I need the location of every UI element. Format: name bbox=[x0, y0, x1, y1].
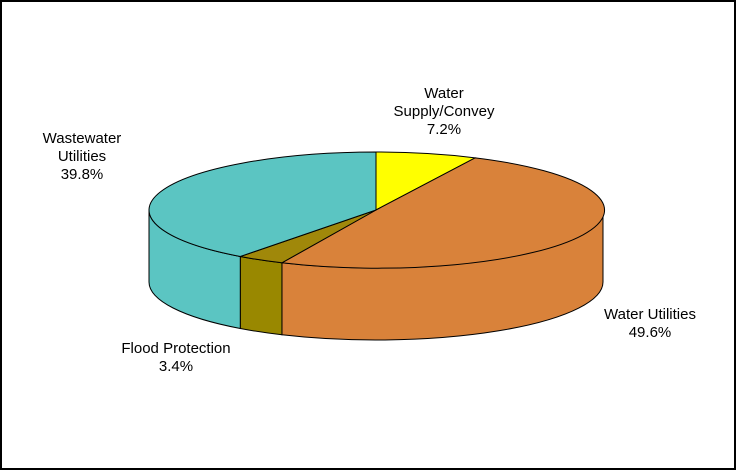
slice-value-label: 39.8% bbox=[61, 166, 104, 183]
pie-sides bbox=[148, 209, 604, 341]
pie-slice-1 bbox=[280, 157, 605, 269]
slice-name-label: Utilities bbox=[58, 148, 106, 165]
slice-label-2: Flood Protection 3.4% bbox=[121, 340, 230, 375]
pie-labels: Water Supply/Convey 7.2%Water Utilities 49.… bbox=[43, 85, 696, 375]
slice-label-0: Water Supply/Convey 7.2% bbox=[394, 85, 495, 138]
slice-value-label: 3.4% bbox=[159, 358, 193, 375]
pie-slice-3 bbox=[148, 151, 377, 258]
slice-label-1: Water Utilities 49.6% bbox=[604, 306, 696, 341]
pie-side-2 bbox=[239, 255, 283, 336]
slice-name-label: Wastewater bbox=[43, 130, 122, 147]
pie-tops bbox=[148, 151, 605, 269]
slice-label-3: Wastewater Utilities 39.8% bbox=[43, 130, 122, 183]
slice-name-label: Water bbox=[424, 85, 463, 102]
slice-value-label: 49.6% bbox=[629, 324, 672, 341]
slice-name-label: Water Utilities bbox=[604, 306, 696, 323]
slice-name-label: Flood Protection bbox=[121, 340, 230, 357]
slice-name-label: Supply/Convey bbox=[394, 103, 495, 120]
pie-slice-0 bbox=[375, 151, 477, 211]
slice-value-label: 7.2% bbox=[427, 121, 461, 138]
